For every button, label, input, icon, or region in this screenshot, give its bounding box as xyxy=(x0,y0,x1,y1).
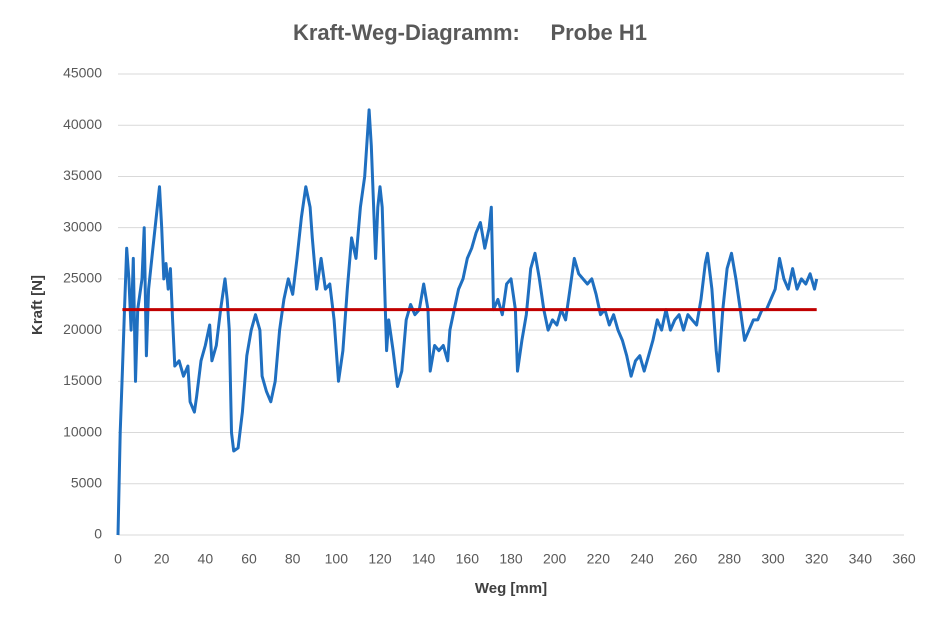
x-tick-label: 240 xyxy=(630,551,654,567)
y-tick-label: 5000 xyxy=(71,474,102,490)
x-tick-label: 40 xyxy=(198,551,214,567)
x-tick-label: 220 xyxy=(587,551,611,567)
y-tick-label: 40000 xyxy=(63,116,102,132)
data-line xyxy=(116,108,819,536)
y-tick-label: 25000 xyxy=(63,270,102,286)
y-tick-label: 15000 xyxy=(63,372,102,388)
x-tick-label: 160 xyxy=(456,551,480,567)
x-tick-label: 360 xyxy=(892,551,916,567)
chart-title: Kraft-Weg-Diagramm: Probe H1 xyxy=(293,20,647,45)
x-tick-label: 180 xyxy=(499,551,523,567)
x-tick-label: 0 xyxy=(114,551,122,567)
x-tick-label: 320 xyxy=(805,551,829,567)
x-tick-label: 80 xyxy=(285,551,301,567)
x-axis-title: Weg [mm] xyxy=(475,580,547,597)
x-tick-label: 20 xyxy=(154,551,170,567)
x-tick-label: 260 xyxy=(674,551,698,567)
x-tick-label: 200 xyxy=(543,551,567,567)
y-tick-label: 45000 xyxy=(63,65,102,81)
x-tick-label: 140 xyxy=(412,551,436,567)
y-axis-title: Kraft [N] xyxy=(29,275,46,335)
x-tick-label: 60 xyxy=(241,551,257,567)
x-tick-label: 300 xyxy=(761,551,785,567)
y-tick-label: 35000 xyxy=(63,167,102,183)
x-tick-label: 340 xyxy=(849,551,873,567)
y-tick-label: 20000 xyxy=(63,321,102,337)
y-tick-label: 30000 xyxy=(63,218,102,234)
y-tick-label: 0 xyxy=(94,526,102,542)
x-tick-label: 120 xyxy=(368,551,392,567)
x-tick-label: 280 xyxy=(718,551,742,567)
x-tick-label: 100 xyxy=(325,551,349,567)
y-tick-label: 10000 xyxy=(63,423,102,439)
